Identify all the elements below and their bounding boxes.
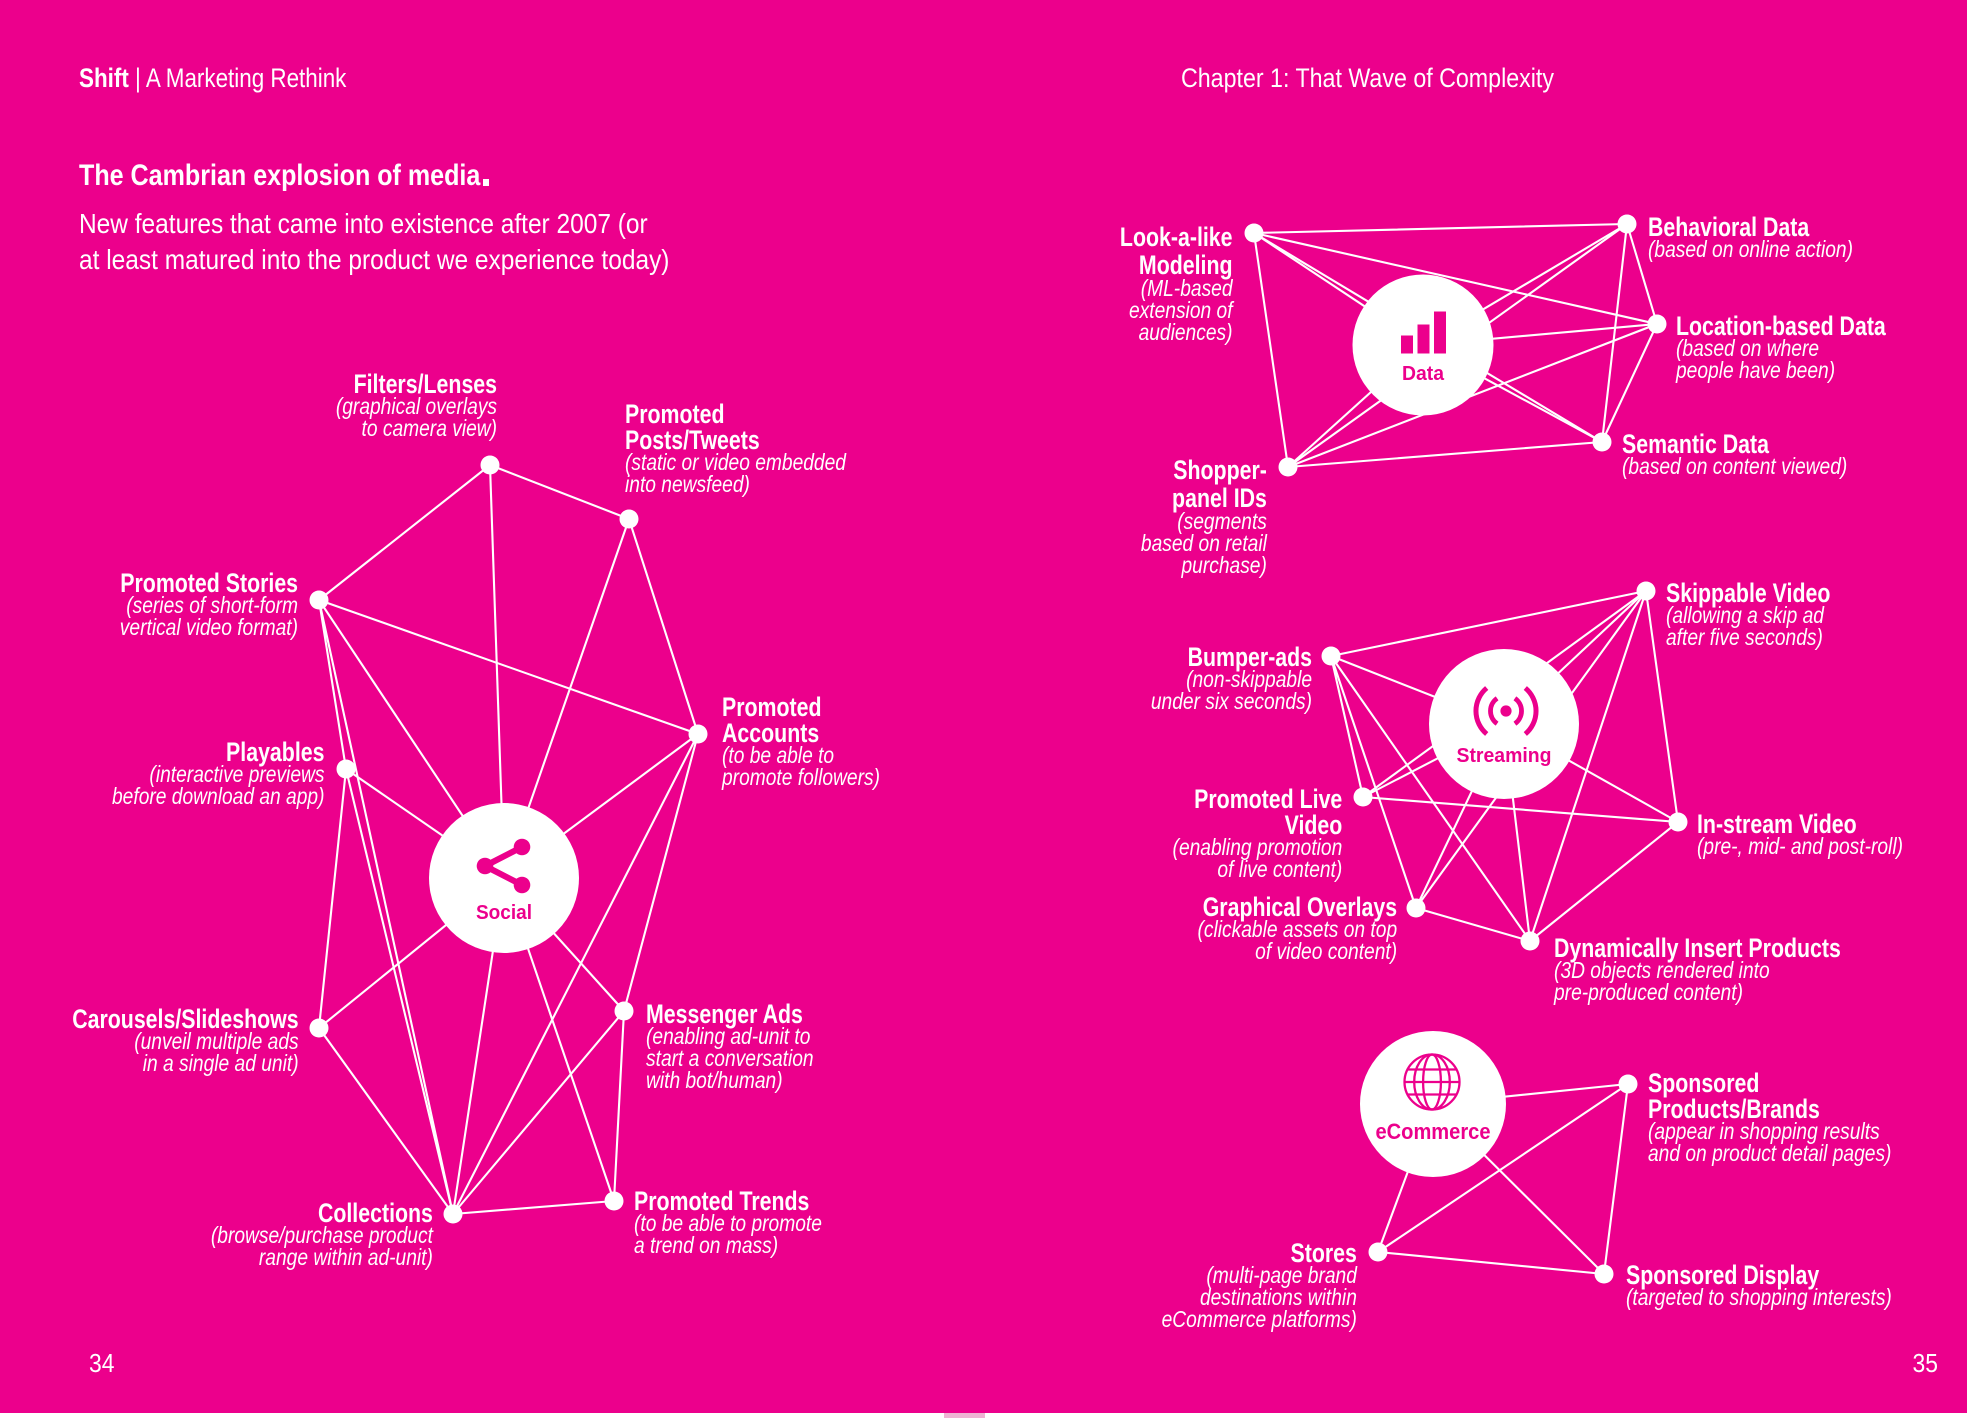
svg-text:Streaming: Streaming [1457, 745, 1552, 767]
svg-text:eCommerce: eCommerce [1376, 1119, 1491, 1144]
svg-text:Social: Social [476, 901, 532, 924]
svg-text:Data: Data [1402, 363, 1445, 385]
